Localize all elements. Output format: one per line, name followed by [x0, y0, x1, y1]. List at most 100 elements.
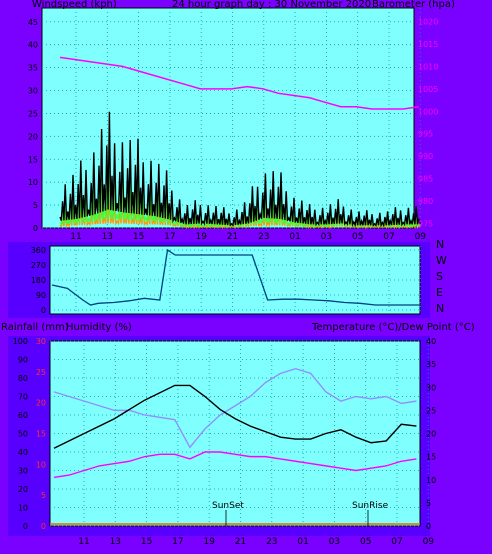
x-tick: 07 [391, 537, 402, 547]
direction-tick: 180 [31, 276, 46, 285]
humidity-tick: 90 [18, 356, 28, 365]
x-tick: 03 [321, 232, 332, 242]
rain-tick-labels: 0 5 10 15 20 25 30 [36, 337, 46, 531]
gust-line [59, 111, 421, 228]
barometer-tick: 985 [418, 175, 433, 184]
graph-title: 24 hour graph day : 30 November 2020 [172, 0, 371, 10]
x-tick: 05 [352, 232, 363, 242]
humidity-tick: 30 [18, 467, 28, 476]
windspeed-tick: 45 [28, 18, 38, 27]
windspeed-tick: 20 [28, 132, 38, 141]
temperature-tick: 20 [426, 430, 436, 439]
temperature-tick: 25 [426, 406, 436, 415]
rainfall-axis-label: Rainfall (mm) [1, 322, 69, 333]
humidity-axis-label: Humidity (%) [66, 322, 132, 333]
direction-panel-grid [50, 246, 421, 314]
x-tick: 03 [329, 537, 340, 547]
x-tick: 07 [383, 232, 394, 242]
barometer-tick: 1000 [418, 107, 438, 116]
windspeed-tick: 30 [28, 87, 38, 96]
direction-tick: 270 [31, 261, 46, 270]
temp-panel-x-tick-labels: 11 13 15 17 19 21 23 01 03 05 07 09 [78, 537, 434, 547]
x-tick: 17 [164, 232, 175, 242]
x-tick: 17 [172, 537, 183, 547]
direction-tick: 90 [36, 291, 46, 300]
x-tick: 15 [133, 232, 144, 242]
rain-tick: 5 [41, 491, 46, 500]
barometer-tick: 1020 [418, 17, 438, 26]
temperature-tick: 40 [426, 337, 436, 346]
direction-line [51, 248, 422, 306]
x-tick: 21 [227, 232, 238, 242]
rain-tick: 0 [41, 522, 46, 531]
sunrise-label: SunRise [352, 501, 389, 511]
rain-tick: 10 [36, 460, 46, 469]
direction-panel-series [51, 248, 422, 306]
humidity-tick: 20 [18, 485, 28, 494]
dewpoint-line [53, 451, 417, 479]
rain-tick: 20 [36, 399, 46, 408]
rain-tick: 30 [36, 337, 46, 346]
rain-tick: 25 [36, 368, 46, 377]
humidity-tick: 0 [23, 522, 28, 531]
humidity-tick-labels: 0 10 20 30 40 50 60 70 80 90 100 [13, 337, 28, 531]
temperature-tick: 0 [426, 522, 431, 531]
barometer-tick-labels: 975 980 985 990 995 1000 1005 1010 1015 1020 [418, 17, 438, 228]
x-tick: 01 [297, 537, 308, 547]
humidity-tick: 80 [18, 374, 28, 383]
windspeed-tick-labels: 0 5 10 15 20 25 30 35 40 45 [28, 18, 38, 233]
windspeed-tick: 5 [33, 201, 38, 210]
wind-panel-grid [42, 8, 421, 229]
humidity-tick: 40 [18, 448, 28, 457]
x-tick: 09 [423, 537, 435, 547]
direction-tick: 360 [31, 246, 46, 255]
x-tick: 23 [266, 537, 277, 547]
sunset-label: SunSet [212, 501, 244, 511]
windspeed-tick: 10 [28, 178, 38, 187]
compass-label: N [436, 238, 444, 251]
humidity-tick: 50 [18, 430, 28, 439]
barometer-line [59, 56, 419, 110]
humidity-tick: 60 [18, 411, 28, 420]
x-tick: 13 [102, 232, 113, 242]
temperature-tick: 10 [426, 476, 436, 485]
x-tick: 11 [78, 537, 89, 547]
temperature-tick: 30 [426, 383, 436, 392]
x-tick: 09 [415, 232, 427, 242]
rain-tick: 15 [36, 430, 46, 439]
windspeed-tick: 35 [28, 64, 38, 73]
humidity-line [53, 384, 417, 449]
barometer-tick: 980 [418, 197, 433, 206]
barometer-tick: 995 [418, 130, 433, 139]
x-tick: 21 [235, 537, 246, 547]
windspeed-tick: 25 [28, 109, 38, 118]
temperature-tick: 15 [426, 453, 436, 462]
compass-label: S [436, 270, 443, 283]
barometer-axis-label: Barometer (hpa) [372, 0, 455, 10]
barometer-tick: 1010 [418, 62, 438, 71]
humidity-tick: 10 [18, 504, 28, 513]
x-tick: 23 [258, 232, 269, 242]
temp-panel-series [50, 368, 420, 525]
barometer-tick: 1015 [418, 40, 438, 49]
x-tick: 19 [195, 232, 207, 242]
temperature-tick: 5 [426, 499, 431, 508]
temperature-tick-labels: 0 5 10 15 20 25 30 35 40 [426, 337, 436, 531]
windspeed-tick: 40 [28, 41, 38, 50]
x-tick: 15 [141, 537, 152, 547]
wind-panel-x-tick-labels: 11 13 15 17 19 21 23 01 03 05 07 09 [70, 232, 426, 242]
direction-tick-labels: 0 90 180 270 360 [31, 246, 46, 315]
compass-label: E [436, 286, 443, 299]
barometer-tick: 1005 [418, 85, 438, 94]
temperature-tick: 35 [426, 360, 436, 369]
compass-label: N [436, 302, 444, 315]
humidity-tick: 70 [18, 393, 28, 402]
windspeed-tick: 0 [33, 224, 38, 233]
barometer-tick: 990 [418, 152, 433, 161]
x-tick: 05 [360, 537, 371, 547]
temperature-line [53, 368, 417, 449]
compass-label: W [436, 254, 447, 267]
x-tick: 19 [203, 537, 215, 547]
